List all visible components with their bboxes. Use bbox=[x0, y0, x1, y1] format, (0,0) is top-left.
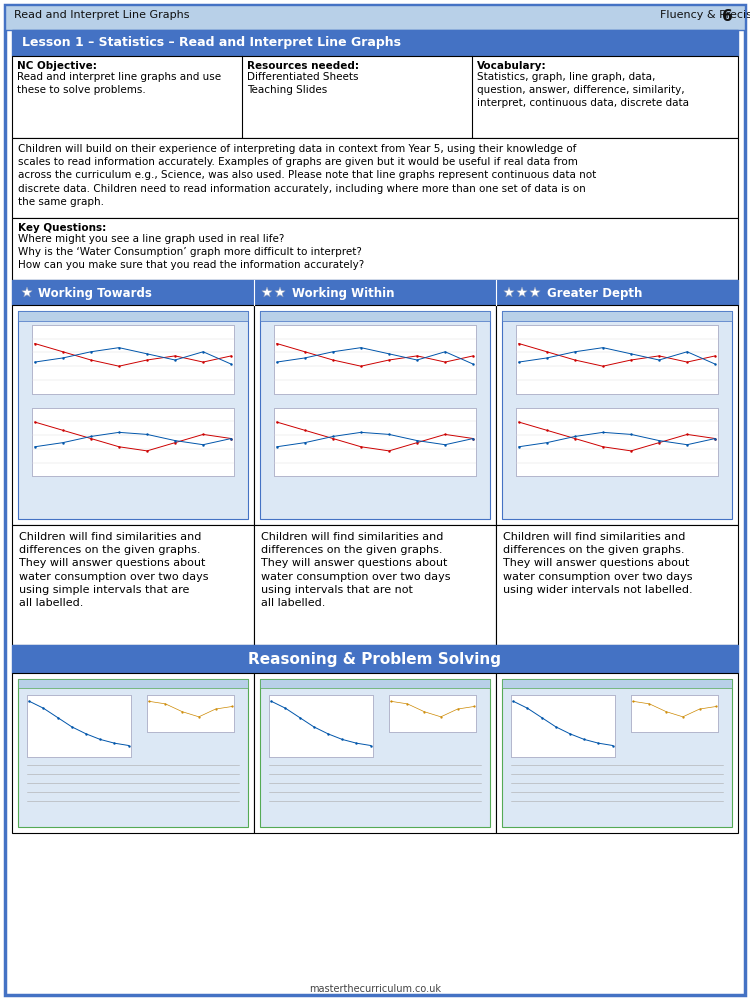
Text: Where might you see a line graph used in real life?
Why is the ‘Water Consumptio: Where might you see a line graph used in… bbox=[18, 234, 364, 270]
Polygon shape bbox=[262, 287, 272, 297]
Text: 6: 6 bbox=[722, 9, 733, 24]
Bar bbox=[269, 695, 373, 757]
Bar bbox=[32, 408, 234, 476]
Bar bbox=[260, 679, 490, 827]
Bar bbox=[388, 695, 476, 732]
Bar bbox=[12, 645, 738, 673]
Text: NC Objective:: NC Objective: bbox=[17, 61, 97, 71]
Bar bbox=[12, 30, 738, 56]
Bar bbox=[254, 305, 496, 525]
Text: Children will find similarities and
differences on the given graphs.
They will a: Children will find similarities and diff… bbox=[261, 532, 451, 608]
Bar bbox=[502, 311, 732, 321]
Bar bbox=[12, 673, 254, 833]
Text: Children will build on their experience of interpreting data in context from Yea: Children will build on their experience … bbox=[18, 144, 596, 207]
Text: Reasoning & Problem Solving: Reasoning & Problem Solving bbox=[248, 652, 502, 667]
Bar bbox=[274, 408, 476, 476]
Bar bbox=[274, 325, 476, 394]
Bar bbox=[12, 218, 738, 280]
Text: Read and interpret line graphs and use
these to solve problems.: Read and interpret line graphs and use t… bbox=[17, 72, 221, 95]
Bar bbox=[502, 679, 732, 827]
Text: Read and Interpret Line Graphs: Read and Interpret Line Graphs bbox=[14, 10, 190, 20]
Text: Resources needed:: Resources needed: bbox=[247, 61, 359, 71]
Bar bbox=[260, 311, 490, 321]
Bar bbox=[18, 311, 248, 321]
Bar bbox=[516, 325, 718, 394]
Bar bbox=[496, 525, 738, 645]
Bar bbox=[18, 679, 248, 827]
Bar bbox=[12, 280, 738, 305]
Text: Key Questions:: Key Questions: bbox=[18, 223, 106, 233]
Text: Working Towards: Working Towards bbox=[38, 288, 152, 300]
Bar bbox=[12, 525, 254, 645]
Bar bbox=[12, 138, 738, 218]
Bar bbox=[260, 679, 490, 688]
Polygon shape bbox=[504, 287, 515, 297]
Bar bbox=[18, 679, 248, 688]
Bar bbox=[260, 311, 490, 519]
Bar bbox=[147, 695, 234, 732]
Text: Greater Depth: Greater Depth bbox=[547, 288, 642, 300]
Text: Working Within: Working Within bbox=[292, 288, 394, 300]
Bar bbox=[496, 673, 738, 833]
Bar bbox=[516, 408, 718, 476]
Polygon shape bbox=[517, 287, 527, 297]
Bar bbox=[502, 679, 732, 688]
Text: Lesson 1 – Statistics – Read and Interpret Line Graphs: Lesson 1 – Statistics – Read and Interpr… bbox=[22, 36, 401, 49]
Text: Statistics, graph, line graph, data,
question, answer, difference, similarity,
i: Statistics, graph, line graph, data, que… bbox=[477, 72, 689, 108]
Bar bbox=[27, 695, 130, 757]
Polygon shape bbox=[22, 287, 32, 297]
Bar bbox=[512, 695, 615, 757]
Bar bbox=[254, 525, 496, 645]
Text: Children will find similarities and
differences on the given graphs.
They will a: Children will find similarities and diff… bbox=[19, 532, 208, 608]
Text: masterthecurriculum.co.uk: masterthecurriculum.co.uk bbox=[309, 984, 441, 994]
Text: Vocabulary:: Vocabulary: bbox=[477, 61, 547, 71]
Text: Fluency & Precision: Fluency & Precision bbox=[660, 10, 750, 20]
Text: Differentiated Sheets
Teaching Slides: Differentiated Sheets Teaching Slides bbox=[247, 72, 358, 95]
Polygon shape bbox=[530, 287, 540, 297]
Bar bbox=[5, 5, 745, 30]
Bar bbox=[12, 305, 254, 525]
Bar bbox=[12, 56, 738, 138]
Bar bbox=[18, 311, 248, 519]
Bar bbox=[254, 673, 496, 833]
Bar bbox=[502, 311, 732, 519]
Text: Children will find similarities and
differences on the given graphs.
They will a: Children will find similarities and diff… bbox=[503, 532, 693, 595]
Polygon shape bbox=[274, 287, 285, 297]
Bar bbox=[631, 695, 718, 732]
Bar bbox=[496, 305, 738, 525]
Bar bbox=[32, 325, 234, 394]
